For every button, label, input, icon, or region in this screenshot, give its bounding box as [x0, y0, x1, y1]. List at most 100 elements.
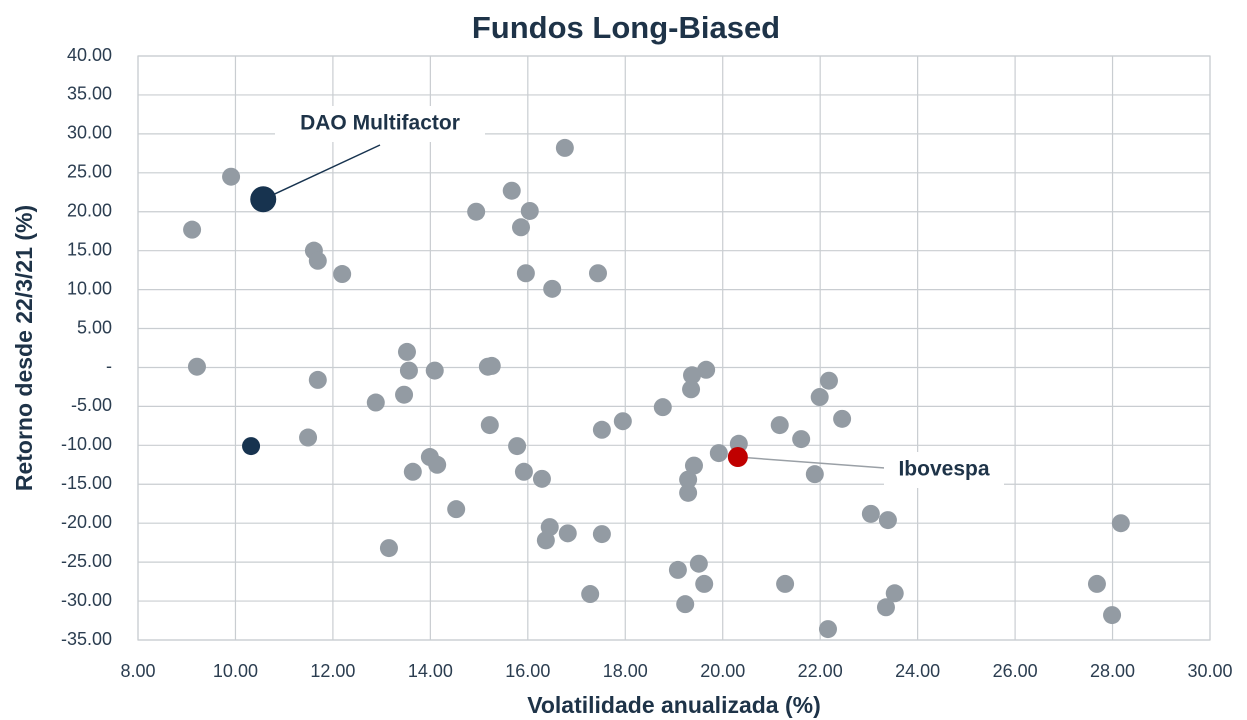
- annotation-label: DAO Multifactor: [300, 112, 460, 135]
- point: [536, 531, 555, 550]
- y-tick-label: -5.00: [71, 395, 112, 415]
- point: [447, 500, 466, 519]
- x-tick-label: 10.00: [213, 661, 258, 681]
- point: [613, 412, 632, 431]
- point: [770, 416, 789, 435]
- point: [183, 220, 202, 239]
- chart-title: Fundos Long-Biased: [472, 10, 780, 45]
- x-tick-label: 30.00: [1187, 661, 1232, 681]
- y-tick-label: -30.00: [61, 590, 112, 610]
- point: [592, 420, 611, 439]
- point: [689, 554, 708, 573]
- point: [695, 574, 714, 593]
- point: [333, 265, 352, 284]
- x-axis-label: Volatilidade anualizada (%): [527, 692, 821, 718]
- y-tick-label: 5.00: [77, 317, 112, 337]
- y-axis-label: Retorno desde 22/3/21 (%): [11, 205, 37, 491]
- point: [308, 251, 327, 270]
- x-tick-label: 8.00: [120, 661, 155, 681]
- point: [833, 409, 852, 428]
- x-tick-label: 14.00: [408, 661, 453, 681]
- point: [679, 470, 698, 489]
- x-tick-label: 22.00: [798, 661, 843, 681]
- y-tick-label: 15.00: [67, 239, 112, 259]
- x-tick-label: 12.00: [310, 661, 355, 681]
- point: [242, 437, 261, 456]
- point: [428, 455, 447, 474]
- point: [222, 167, 241, 186]
- annotation-box: [275, 106, 485, 142]
- point: [683, 366, 702, 385]
- point: [792, 430, 811, 449]
- x-tick-label: 24.00: [895, 661, 940, 681]
- x-tick-label: 28.00: [1090, 661, 1135, 681]
- point: [514, 462, 533, 481]
- point: [819, 371, 838, 390]
- point: [543, 279, 562, 298]
- point: [861, 504, 880, 523]
- point: [399, 361, 418, 380]
- point: [480, 416, 499, 435]
- point: [885, 584, 904, 603]
- y-tick-label: -25.00: [61, 551, 112, 571]
- point: [516, 264, 535, 283]
- point: [1103, 606, 1122, 625]
- point: [502, 181, 521, 200]
- point: [653, 398, 672, 417]
- annotation-line: [737, 456, 886, 469]
- point: [397, 342, 416, 361]
- point: [676, 595, 695, 614]
- point: [520, 201, 539, 220]
- point: [679, 483, 698, 502]
- point: [1087, 574, 1106, 593]
- point: [482, 356, 501, 375]
- point: [818, 620, 837, 639]
- y-tick-label: -10.00: [61, 434, 112, 454]
- x-tick-label: 18.00: [603, 661, 648, 681]
- y-tick-label: -15.00: [61, 473, 112, 493]
- y-tick-label: 40.00: [67, 45, 112, 65]
- point: [467, 202, 486, 221]
- point: [511, 218, 530, 237]
- point: [810, 388, 829, 407]
- point: [555, 138, 574, 157]
- annotation-line: [262, 144, 381, 200]
- point: [1111, 514, 1130, 533]
- y-tick-label: -35.00: [61, 629, 112, 649]
- annotation-box: [884, 452, 1004, 488]
- point: [776, 574, 795, 593]
- point: [366, 393, 385, 412]
- highlight-point: [250, 186, 277, 213]
- y-tick-label: 30.00: [67, 123, 112, 143]
- plot-border: [137, 55, 1211, 641]
- x-tick-label: 20.00: [700, 661, 745, 681]
- point: [308, 370, 327, 389]
- y-tick-label: -: [106, 356, 112, 376]
- point: [684, 456, 703, 475]
- point: [558, 524, 577, 543]
- point: [709, 444, 728, 463]
- point: [299, 428, 318, 447]
- y-tick-label: 25.00: [67, 162, 112, 182]
- x-tick-label: 16.00: [505, 661, 550, 681]
- point: [668, 560, 687, 579]
- point: [581, 585, 600, 604]
- point: [878, 511, 897, 530]
- point: [876, 598, 895, 617]
- y-tick-label: 35.00: [67, 84, 112, 104]
- point: [425, 361, 444, 380]
- annotation-label: Ibovespa: [898, 458, 989, 481]
- x-tick-label: 26.00: [993, 661, 1038, 681]
- point: [403, 462, 422, 481]
- point: [379, 539, 398, 558]
- point: [588, 264, 607, 283]
- point: [805, 465, 824, 484]
- point: [508, 437, 527, 456]
- y-tick-label: 10.00: [67, 278, 112, 298]
- point: [532, 469, 551, 488]
- point: [187, 357, 206, 376]
- point: [697, 360, 716, 379]
- y-tick-label: -20.00: [61, 512, 112, 532]
- highlight-point: [727, 447, 748, 468]
